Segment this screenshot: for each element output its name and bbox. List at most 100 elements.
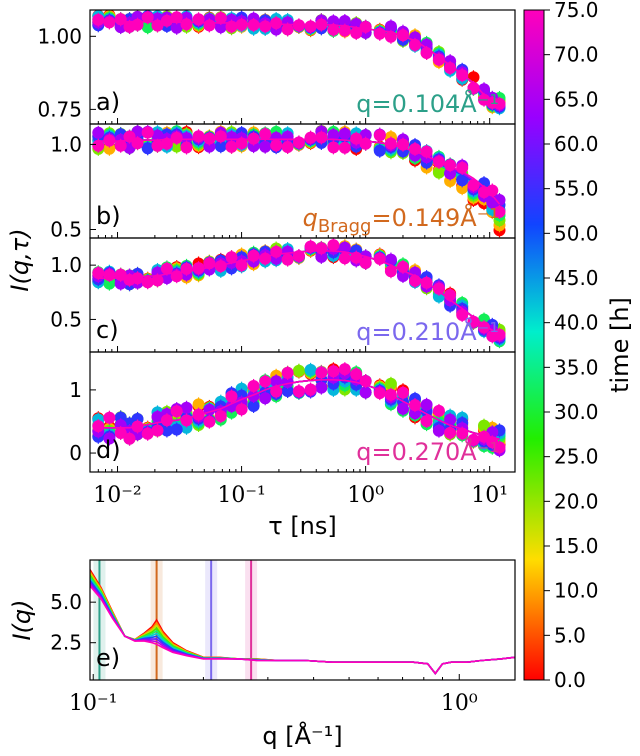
data-point [160,262,173,275]
data-point [467,315,480,328]
data-point [409,143,421,155]
data-point [92,13,105,26]
data-point [259,20,272,33]
colorbar-tick-label: 60.0 [554,132,599,156]
data-point [409,266,421,279]
data-point [304,131,317,144]
data-point [103,142,116,155]
data-point [235,137,248,150]
data-point [409,274,421,287]
data-point [235,403,248,416]
colorbar-tick-label: 50.0 [554,221,599,245]
data-point [444,426,457,439]
data-point [493,97,506,110]
panel-1: 1.0 0.5 b) qBragg=0.149Å⁻¹ [50,123,516,241]
data-point [456,427,469,440]
data-point [338,15,351,27]
scatter-marks [92,362,506,458]
colorbar-tick-label: 70.0 [554,43,599,67]
data-point [281,23,294,36]
data-point [384,265,397,278]
data-point [270,245,283,258]
data-point [114,427,127,439]
y-tick-label: 5.0 [50,590,82,614]
data-point [203,403,216,416]
data-point [315,242,328,255]
data-point [160,14,173,27]
data-point [478,321,490,334]
data-point [444,159,457,172]
data-point [270,385,283,398]
data-point [214,410,227,423]
data-point [456,174,469,187]
data-point [214,21,227,34]
data-point [338,252,351,265]
y-tick-label: 1 [69,378,82,402]
data-point [214,140,227,153]
axes-frame [89,559,516,681]
data-point [270,375,283,388]
data-point [467,179,480,191]
data-point [292,19,305,32]
data-point [151,129,164,142]
data-point [114,13,127,26]
data-point [270,139,283,152]
fit-line [98,379,500,440]
shared-y-axis-label: I(q,τ) [6,228,34,291]
data-point [384,388,397,401]
data-point [192,13,205,26]
data-point [432,424,445,437]
data-point [180,414,193,427]
data-point [151,139,164,152]
data-point [235,18,248,31]
axes-frame [89,351,516,473]
data-point [225,140,238,153]
data-point [170,423,183,436]
data-point [338,141,351,154]
scatter-marks [92,124,506,238]
data-point [467,82,480,94]
data-point [151,410,164,423]
data-point [304,240,317,253]
colorbar-tick-label: 75.0 [554,0,599,22]
data-point [192,262,205,275]
data-point [397,270,409,282]
data-point [247,19,260,31]
data-point [384,20,397,33]
data-point [315,250,328,263]
data-point [192,398,205,411]
data-point [281,253,294,266]
x-tick-label: 10¹ [471,483,508,508]
intensity-curve [90,585,515,675]
data-point [486,184,499,197]
data-point [384,377,397,390]
data-point [409,38,421,51]
data-point [384,253,397,266]
data-point [432,155,445,168]
data-point [315,18,328,31]
data-point [359,256,372,269]
data-point [338,241,351,254]
data-point [456,69,469,82]
y-tick-label: 0.75 [37,97,82,121]
data-point [292,385,305,398]
q-annotation: q=0.270Å⁻¹ [356,437,499,466]
data-point [123,130,136,143]
data-point [456,161,469,174]
y-tick-label: 0.5 [50,307,82,331]
data-point [170,11,183,24]
data-point [315,131,328,144]
data-point [259,140,272,153]
data-point [270,17,283,30]
data-point [467,433,480,446]
data-point [141,126,154,139]
y-tick-label: 1.0 [50,253,82,277]
y-tick-label: 0.5 [50,217,82,241]
panel-label: d) [96,436,121,464]
data-point [103,269,116,282]
data-point [409,407,421,420]
data-point [131,18,144,31]
data-point [247,132,260,145]
data-point [327,141,340,154]
